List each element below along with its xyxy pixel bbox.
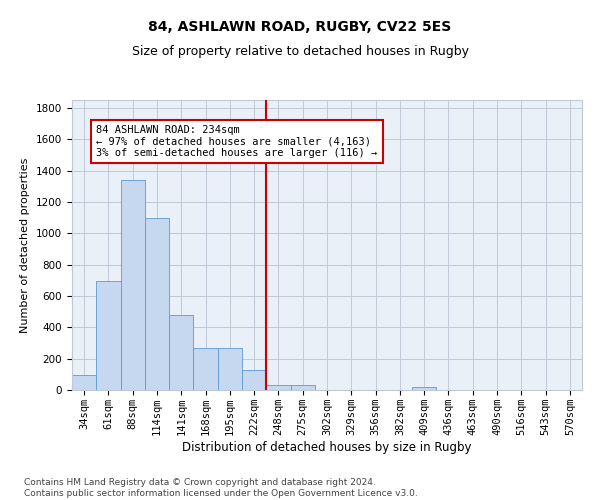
Bar — [412, 387, 436, 390]
Bar — [121, 180, 145, 390]
Bar — [290, 386, 315, 390]
Bar — [169, 315, 193, 390]
Y-axis label: Number of detached properties: Number of detached properties — [20, 158, 31, 332]
Bar — [266, 386, 290, 390]
Bar — [193, 348, 218, 390]
Bar — [96, 281, 121, 390]
Bar — [72, 375, 96, 390]
Text: Contains HM Land Registry data © Crown copyright and database right 2024.
Contai: Contains HM Land Registry data © Crown c… — [24, 478, 418, 498]
X-axis label: Distribution of detached houses by size in Rugby: Distribution of detached houses by size … — [182, 440, 472, 454]
Bar — [145, 218, 169, 390]
Text: Size of property relative to detached houses in Rugby: Size of property relative to detached ho… — [131, 45, 469, 58]
Text: 84, ASHLAWN ROAD, RUGBY, CV22 5ES: 84, ASHLAWN ROAD, RUGBY, CV22 5ES — [148, 20, 452, 34]
Text: 84 ASHLAWN ROAD: 234sqm
← 97% of detached houses are smaller (4,163)
3% of semi-: 84 ASHLAWN ROAD: 234sqm ← 97% of detache… — [96, 125, 377, 158]
Bar — [218, 348, 242, 390]
Bar — [242, 370, 266, 390]
